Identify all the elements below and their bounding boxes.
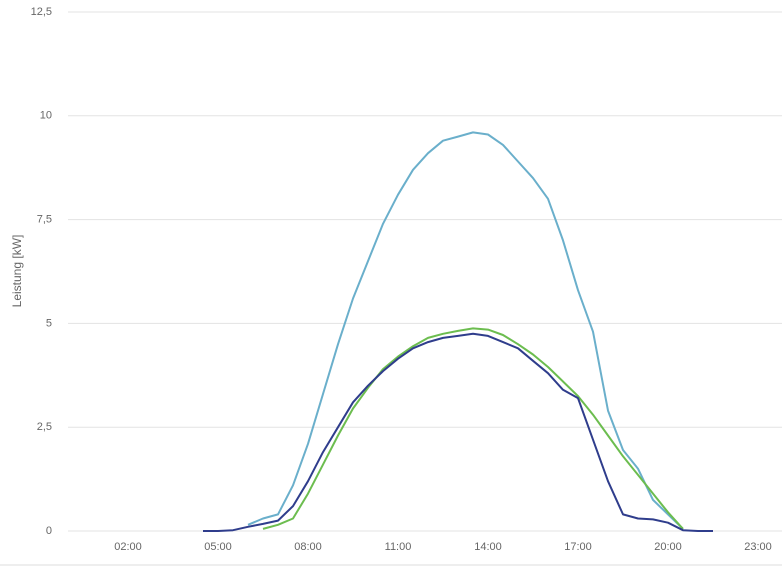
y-tick-label: 5 (46, 317, 52, 329)
x-tick-label: 08:00 (294, 541, 322, 553)
y-tick-label: 10 (40, 110, 52, 122)
x-tick-label: 17:00 (564, 541, 592, 553)
y-tick-label: 12,5 (31, 6, 52, 18)
x-tick-label: 05:00 (204, 541, 232, 553)
x-tick-label: 02:00 (114, 541, 142, 553)
series-line (203, 332, 713, 532)
y-tick-label: 2,5 (37, 421, 52, 433)
series-line (262, 327, 684, 530)
y-tick-label: 0 (46, 525, 52, 537)
x-tick-label: 14:00 (474, 541, 502, 553)
y-axis-label: Leistung [kW] (10, 235, 24, 308)
x-tick-label: 20:00 (654, 541, 682, 553)
x-tick-label: 23:00 (744, 541, 772, 553)
y-tick-label: 7,5 (37, 214, 52, 226)
series-line (247, 131, 684, 530)
x-tick-label: 11:00 (385, 541, 412, 553)
